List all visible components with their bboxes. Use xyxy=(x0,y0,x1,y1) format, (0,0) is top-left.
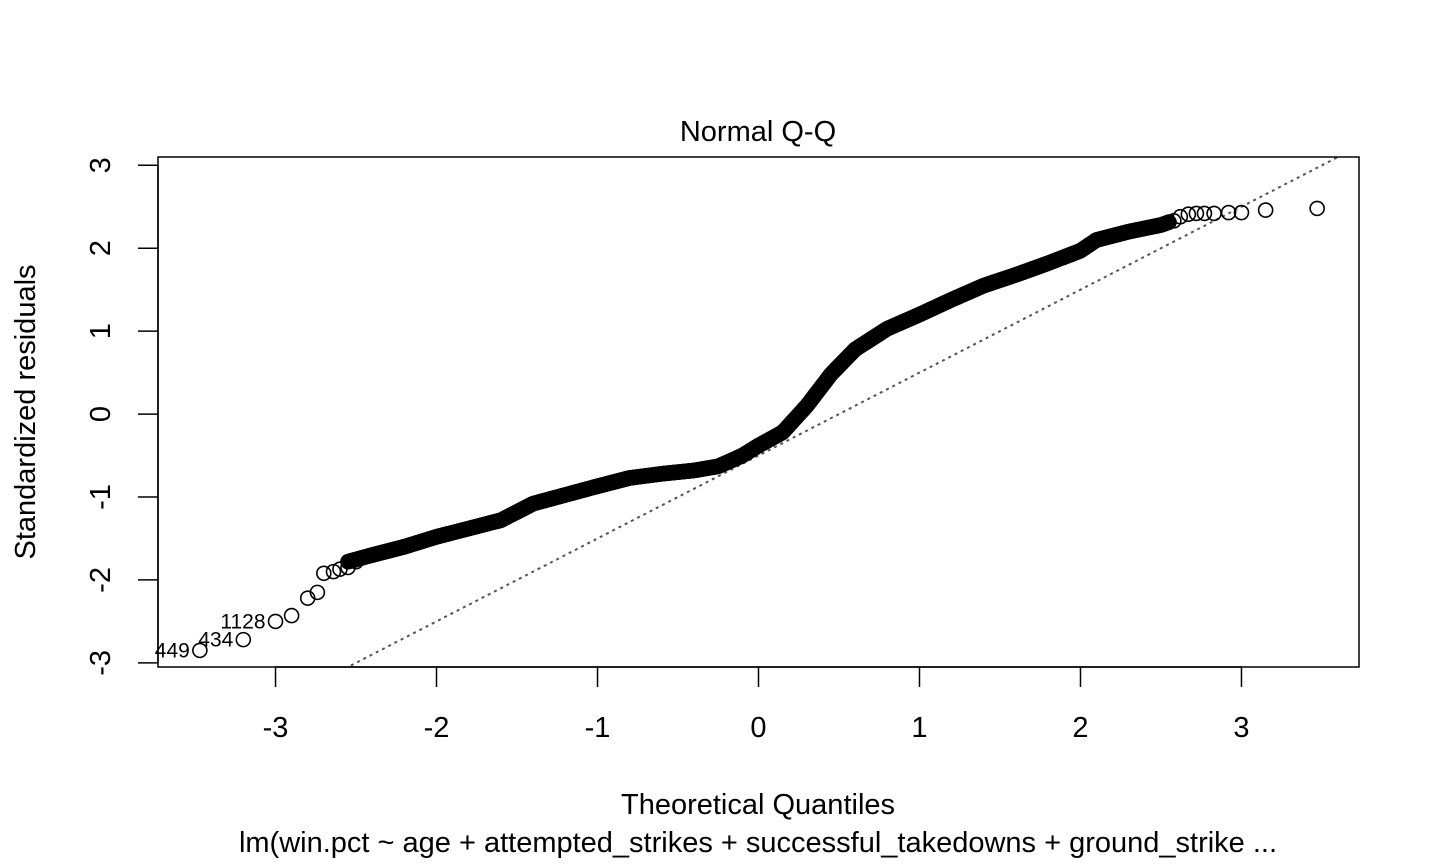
y-tick-label: 0 xyxy=(85,406,117,422)
data-point xyxy=(316,565,332,582)
qq-reference-line xyxy=(345,157,1341,667)
data-point xyxy=(192,642,208,659)
data-point xyxy=(332,561,348,577)
x-tick-label: -1 xyxy=(585,712,611,744)
point-label: 1128 xyxy=(220,610,265,633)
data-point xyxy=(1180,206,1197,223)
y-tick-label: 2 xyxy=(85,240,117,256)
y-tick-label: -3 xyxy=(85,650,117,676)
x-tick-label: 3 xyxy=(1233,712,1249,744)
point-label: 449 xyxy=(155,639,190,662)
data-point xyxy=(267,613,284,630)
data-point xyxy=(1257,202,1274,218)
data-point xyxy=(1172,208,1189,225)
data-point xyxy=(309,584,326,601)
y-tick-label: 1 xyxy=(85,323,117,339)
x-tick-label: 2 xyxy=(1072,712,1088,744)
data-point xyxy=(283,607,300,624)
y-axis: -3 -2 -1 0 1 2 3 xyxy=(85,157,159,676)
x-tick-label: -2 xyxy=(424,712,450,744)
x-tick-label: 1 xyxy=(911,712,927,744)
data-point xyxy=(1188,205,1205,222)
data-point xyxy=(235,631,252,648)
data-point xyxy=(1309,200,1325,217)
x-tick-label: 0 xyxy=(750,712,766,744)
x-axis: -3 -2 -1 0 1 2 3 xyxy=(263,666,1250,744)
plot-title: Normal Q-Q xyxy=(680,116,836,148)
y-tick-label: -2 xyxy=(85,567,117,593)
reference-line-layer xyxy=(345,157,1341,667)
data-point xyxy=(325,563,342,580)
x-tick-label: -3 xyxy=(263,712,289,744)
y-axis-title: Standardized residuals xyxy=(10,264,42,559)
x-axis-title: Theoretical Quantiles xyxy=(621,789,895,821)
plot-subtitle: lm(win.pct ~ age + attempted_strikes + s… xyxy=(239,827,1277,859)
data-point xyxy=(1206,205,1222,222)
data-point xyxy=(340,559,356,576)
plot-frame xyxy=(157,156,1360,668)
y-tick-label: 3 xyxy=(85,157,117,173)
point-label: 434 xyxy=(198,629,233,652)
data-point xyxy=(1196,205,1213,222)
data-point xyxy=(1233,204,1250,221)
y-tick-label: -1 xyxy=(85,484,117,510)
data-point xyxy=(348,553,364,570)
data-point xyxy=(1220,204,1237,221)
points-layer xyxy=(192,200,1325,659)
